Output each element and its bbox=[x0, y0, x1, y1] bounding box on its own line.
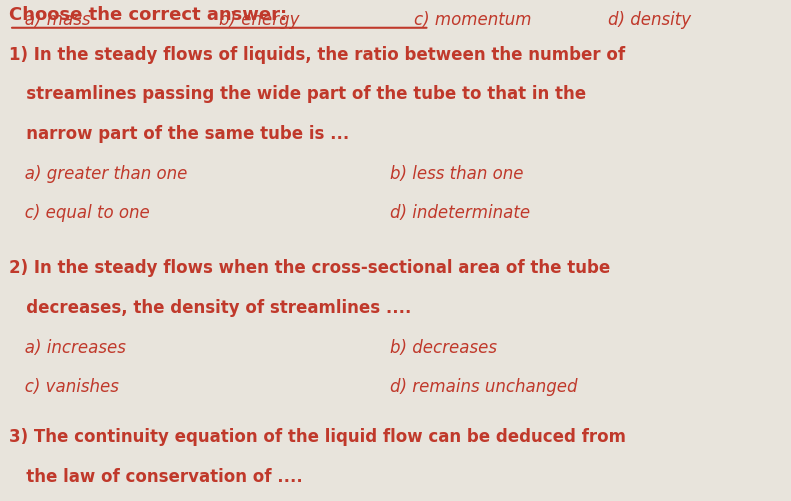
Text: narrow part of the same tube is ...: narrow part of the same tube is ... bbox=[9, 125, 350, 143]
Text: b) energy: b) energy bbox=[219, 11, 300, 29]
Text: c) momentum: c) momentum bbox=[414, 11, 532, 29]
Text: b) less than one: b) less than one bbox=[391, 164, 524, 182]
Text: c) equal to one: c) equal to one bbox=[9, 204, 150, 222]
Text: d) density: d) density bbox=[608, 11, 691, 29]
Text: c) vanishes: c) vanishes bbox=[9, 378, 119, 395]
Text: the law of conservation of ....: the law of conservation of .... bbox=[9, 467, 303, 485]
Text: b) decreases: b) decreases bbox=[391, 338, 498, 356]
Text: d) indeterminate: d) indeterminate bbox=[391, 204, 531, 222]
Text: decreases, the density of streamlines ....: decreases, the density of streamlines ..… bbox=[9, 298, 411, 316]
Text: 2) In the steady flows when the cross-sectional area of the tube: 2) In the steady flows when the cross-se… bbox=[9, 259, 611, 277]
Text: a) mass: a) mass bbox=[9, 11, 91, 29]
Text: Choose the correct answer:: Choose the correct answer: bbox=[9, 6, 287, 24]
Text: 3) The continuity equation of the liquid flow can be deduced from: 3) The continuity equation of the liquid… bbox=[9, 427, 626, 445]
Text: 1) In the steady flows of liquids, the ratio between the number of: 1) In the steady flows of liquids, the r… bbox=[9, 46, 626, 64]
Text: a) greater than one: a) greater than one bbox=[9, 164, 187, 182]
Text: a) increases: a) increases bbox=[9, 338, 126, 356]
Text: streamlines passing the wide part of the tube to that in the: streamlines passing the wide part of the… bbox=[9, 85, 586, 103]
Text: d) remains unchanged: d) remains unchanged bbox=[391, 378, 578, 395]
